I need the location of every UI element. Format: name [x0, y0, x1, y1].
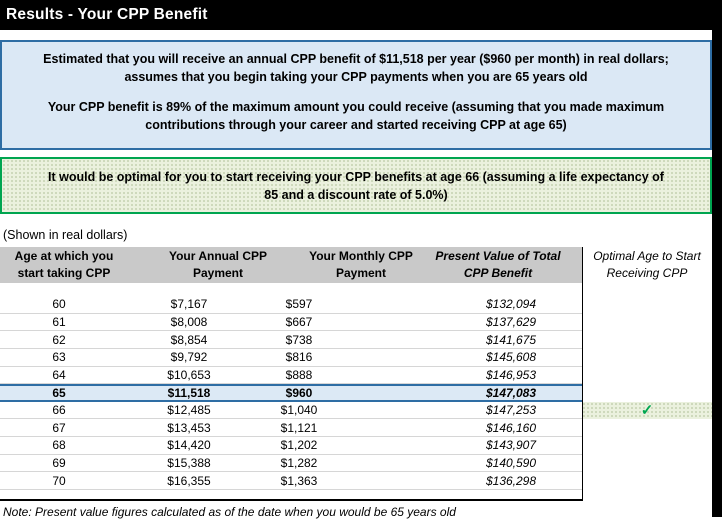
cell-present-value: $137,629 [485, 314, 537, 329]
table-row-main: 70 $16,355 $1,363 $136,298 [0, 472, 582, 490]
cell-monthly-payment: $1,040 [280, 403, 318, 418]
cell-age: 65 [52, 385, 66, 400]
table-row-main: 68 $14,420 $1,202 $143,907 [0, 437, 582, 455]
cell-annual-payment: $11,518 [167, 385, 211, 400]
cell-annual-payment: $12,485 [167, 403, 211, 418]
estimate-summary-box: Estimated that you will receive an annua… [0, 40, 712, 150]
cell-optimal-age: ✓ [582, 401, 712, 420]
cell-present-value: $147,253 [485, 403, 537, 418]
cell-present-value: $146,160 [485, 420, 537, 435]
cell-present-value: $146,953 [485, 367, 537, 382]
cell-annual-payment: $15,388 [167, 455, 211, 470]
cell-present-value: $141,675 [485, 332, 537, 347]
cell-annual-payment: $8,008 [170, 314, 208, 329]
table-row: 65 $11,518 $960 $147,083 [0, 384, 712, 402]
cell-monthly-payment: $1,363 [280, 473, 318, 488]
table-row-main: 67 $13,453 $1,121 $146,160 [0, 419, 582, 437]
cell-age: 62 [52, 332, 66, 347]
table-row-main: 63 $9,792 $816 $145,608 [0, 349, 582, 367]
cell-monthly-payment: $738 [285, 332, 313, 347]
cell-present-value: $140,590 [485, 455, 537, 470]
cell-present-value: $147,083 [485, 385, 537, 400]
page-title-text: Results - Your CPP Benefit [6, 6, 208, 23]
cell-present-value: $145,608 [485, 350, 537, 365]
table-right-divider [582, 247, 583, 501]
cell-monthly-payment: $1,202 [280, 438, 318, 453]
table-row: 67 $13,453 $1,121 $146,160 [0, 419, 712, 437]
footnote: Note: Present value figures calculated a… [3, 505, 456, 519]
cell-annual-payment: $16,355 [167, 473, 211, 488]
cell-monthly-payment: $1,282 [280, 455, 318, 470]
cell-annual-payment: $9,792 [170, 350, 208, 365]
cell-age: 66 [52, 403, 66, 418]
table-row-main: 65 $11,518 $960 $147,083 [0, 384, 582, 402]
cell-annual-payment: $14,420 [167, 438, 211, 453]
table-row: 63 $9,792 $816 $145,608 [0, 349, 712, 367]
optimal-age-box: It would be optimal for you to start rec… [0, 157, 712, 214]
cell-optimal-age [582, 455, 712, 473]
table-row: 62 $8,854 $738 $141,675 [0, 331, 712, 349]
header-present-value-column: Present Value of Total CPP Benefit [414, 247, 582, 283]
cell-annual-payment: $8,854 [170, 332, 208, 347]
table-row: 60 $7,167 $597 $132,094 [0, 296, 712, 314]
table-row: 69 $15,388 $1,282 $140,590 [0, 455, 712, 473]
footnote-divider [0, 499, 583, 501]
table-row: 61 $8,008 $667 $137,629 [0, 314, 712, 332]
sheet-right-border [712, 0, 722, 517]
header-annual-payment-column: Your Annual CPP Payment [128, 247, 308, 283]
table-row-main: 69 $15,388 $1,282 $140,590 [0, 455, 582, 473]
header-age-column: Age at which you start taking CPP [0, 247, 128, 283]
cell-optimal-age [582, 384, 712, 402]
cell-monthly-payment: $960 [285, 385, 313, 400]
cell-present-value: $132,094 [485, 297, 537, 312]
cell-annual-payment: $13,453 [167, 420, 211, 435]
cell-annual-payment: $10,653 [167, 367, 211, 382]
table-caption: (Shown in real dollars) [3, 228, 128, 242]
cell-present-value: $136,298 [485, 473, 537, 488]
table-row: 64 $10,653 $888 $146,953 [0, 367, 712, 385]
table-row-main: 62 $8,854 $738 $141,675 [0, 331, 582, 349]
cell-optimal-age [582, 296, 712, 314]
cell-age: 60 [52, 297, 66, 312]
cell-age: 69 [52, 455, 66, 470]
cell-monthly-payment: $816 [285, 350, 313, 365]
table-row-main: 60 $7,167 $597 $132,094 [0, 296, 582, 314]
cell-age: 64 [52, 367, 66, 382]
cell-age: 68 [52, 438, 66, 453]
cell-present-value: $143,907 [485, 438, 537, 453]
cell-monthly-payment: $667 [285, 314, 313, 329]
cell-age: 63 [52, 350, 66, 365]
header-monthly-payment-column: Your Monthly CPP Payment [308, 247, 414, 283]
max-percent-text: Your CPP benefit is 89% of the maximum a… [47, 100, 665, 132]
cell-monthly-payment: $1,121 [280, 420, 318, 435]
cell-optimal-age [582, 331, 712, 349]
cell-monthly-payment: $597 [285, 297, 313, 312]
table-row: 66 $12,485 $1,040 $147,253 ✓ [0, 401, 712, 420]
header-optimal-age-column: Optimal Age to Start Receiving CPP [593, 249, 701, 280]
cell-annual-payment: $7,167 [170, 297, 208, 312]
table-row-main: 66 $12,485 $1,040 $147,253 [0, 402, 582, 420]
table-header-row: Age at which you start taking CPP Your A… [0, 247, 712, 283]
cell-optimal-age [582, 314, 712, 332]
cell-optimal-age [582, 419, 712, 437]
cell-optimal-age [582, 349, 712, 367]
optimal-age-text: It would be optimal for you to start rec… [48, 170, 664, 202]
table-row-main: 64 $10,653 $888 $146,953 [0, 367, 582, 385]
page-title: Results - Your CPP Benefit [0, 0, 722, 30]
cell-age: 67 [52, 420, 66, 435]
table-row: 68 $14,420 $1,202 $143,907 [0, 437, 712, 455]
cell-optimal-age [582, 472, 712, 490]
cell-monthly-payment: $888 [285, 367, 313, 382]
table-body: 60 $7,167 $597 $132,094 61 $8,008 $667 $… [0, 296, 712, 490]
cell-age: 61 [52, 314, 66, 329]
check-icon: ✓ [640, 402, 654, 420]
cell-age: 70 [52, 473, 66, 488]
cell-optimal-age [582, 367, 712, 385]
estimate-text: Estimated that you will receive an annua… [43, 52, 669, 84]
cell-optimal-age [582, 437, 712, 455]
table-row: 70 $16,355 $1,363 $136,298 [0, 472, 712, 490]
table-row-main: 61 $8,008 $667 $137,629 [0, 314, 582, 332]
